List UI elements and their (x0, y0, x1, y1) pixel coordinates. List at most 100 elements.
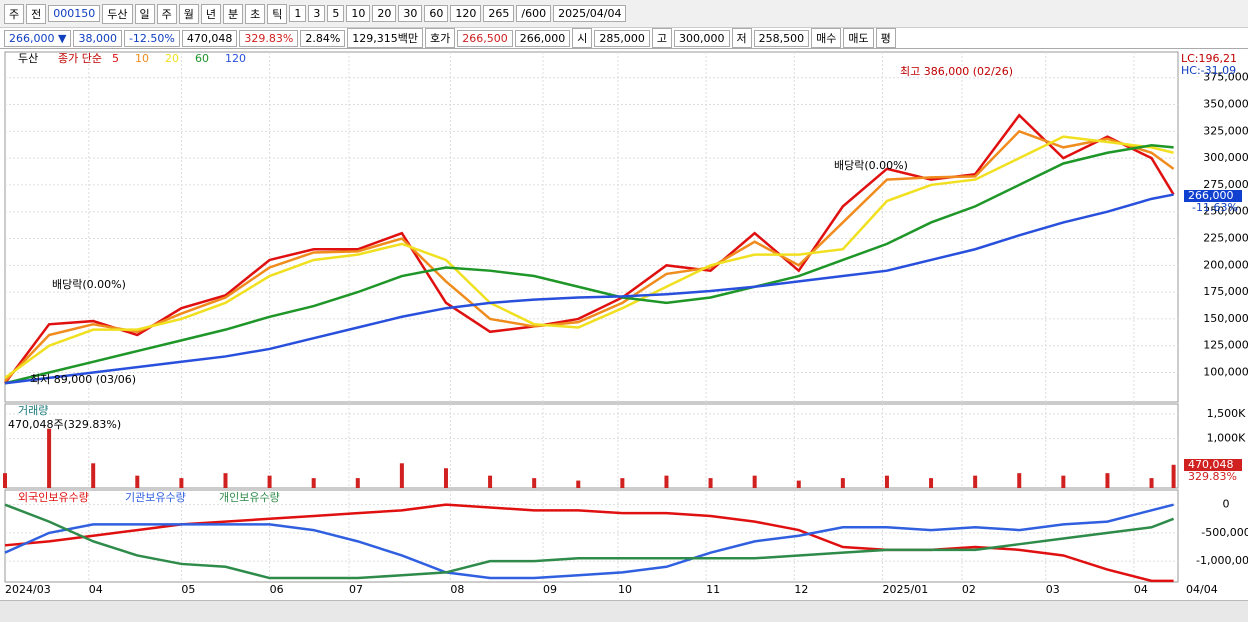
toolbar-item[interactable]: 1 (289, 5, 307, 22)
volume-bar (752, 475, 757, 488)
toolbar: 주 전 000150 두산 일 주 월 년 분 초 틱 1 3 5 10 20 30 60 120 265/600 20… (0, 0, 1248, 28)
toolbar-item[interactable]: 월 (178, 3, 199, 24)
annotation: -11.63% (1192, 201, 1238, 214)
legend-title: 종가 단순 (58, 52, 102, 65)
x-tick-label: 04 (1134, 583, 1148, 596)
volume-bar (1171, 464, 1176, 488)
infobar-item[interactable]: 고 (651, 28, 673, 48)
x-tick-label: 2025/01 (883, 583, 929, 596)
annotation: 배당락(0.00%) (834, 159, 908, 172)
pane-frame (4, 489, 1179, 583)
toolbar-item[interactable]: 30 (398, 5, 423, 22)
toolbar-item[interactable]: 2025/04/04 (553, 5, 627, 22)
toolbar-item[interactable]: 전 (26, 3, 47, 24)
toolbar-item[interactable]: 265 (483, 5, 515, 22)
volume-bar (47, 428, 52, 488)
volume-bar (179, 478, 184, 488)
infobar-item[interactable]: 266,000 ▼ (4, 29, 72, 47)
infobar-item[interactable]: 266,500 (457, 29, 513, 47)
x-tick-label: 06 (270, 583, 284, 596)
volume-bar (399, 463, 404, 488)
toolbar-item[interactable]: 120 (450, 5, 482, 22)
last-volume-box (1184, 459, 1242, 471)
annotation: 329.83% (1188, 470, 1237, 483)
infobar-item[interactable]: 호가 (425, 28, 456, 48)
pane-frame (4, 403, 1179, 489)
volume-bar (620, 478, 625, 488)
infobar-item[interactable]: 266,000 (514, 29, 571, 47)
infobar-item[interactable]: 매도 (843, 28, 874, 48)
series-line (4, 129, 1175, 382)
info-bar: 266,000 ▼ 38,000 -12.50% 470,048 329.83% 2.84… (0, 28, 1248, 49)
toolbar-item[interactable]: 10 (346, 5, 371, 22)
infobar-item[interactable]: 38,000 (73, 29, 122, 47)
volume-bar (840, 478, 845, 488)
y-tick-label: 225,000 (1203, 232, 1248, 245)
y-tick-label: 375,000 (1203, 71, 1248, 84)
infobar-item[interactable]: 2.84% (300, 29, 346, 47)
volume-bar (311, 478, 316, 488)
series-line (4, 503, 1174, 580)
infobar-item[interactable]: 평 (875, 28, 896, 48)
x-tick-label: 12 (794, 583, 808, 596)
toolbar-item[interactable]: 두산 (102, 3, 133, 24)
y-tick-label: 300,000 (1203, 151, 1248, 164)
annotation: LC:196,21 (1181, 52, 1237, 65)
series-line (4, 193, 1174, 385)
infobar-item[interactable]: 129,315백만 (347, 28, 424, 48)
y-tick-label: 350,000 (1203, 98, 1248, 111)
toolbar-item[interactable]: 60 (424, 5, 449, 22)
volume-bar (973, 475, 978, 488)
volume-bar (223, 473, 228, 488)
y-tick-label: 275,000 (1203, 178, 1248, 191)
series-line (3, 113, 1175, 384)
y-tick-label: 325,000 (1203, 124, 1248, 137)
toolbar-item[interactable]: 주 (156, 3, 177, 24)
infobar-item[interactable]: 시 (572, 28, 593, 48)
toolbar-item[interactable]: 3 (308, 5, 326, 22)
toolbar-item[interactable]: /600 (516, 5, 552, 22)
x-tick-label: 2024/03 (5, 583, 51, 596)
volume-bar (576, 480, 581, 488)
scrollbar[interactable] (0, 600, 1248, 622)
y-tick-label: 0 (1223, 498, 1230, 511)
toolbar-item[interactable]: 틱 (267, 3, 288, 24)
legend-item: 120 (225, 52, 246, 65)
pane-frame (4, 51, 1179, 403)
x-tick-label: 02 (962, 583, 976, 596)
toolbar-item[interactable]: 분 (223, 3, 244, 24)
x-tick-label: 08 (450, 583, 464, 596)
volume-bar (135, 475, 140, 488)
infobar-item[interactable]: 285,000 (594, 29, 650, 47)
toolbar-item[interactable]: 5 (327, 5, 345, 22)
volume-bar (532, 478, 537, 488)
infobar-item[interactable]: 저 (731, 28, 752, 48)
y-tick-label: 175,000 (1203, 285, 1248, 298)
infobar-item[interactable]: 470,048 (181, 29, 238, 47)
y-tick-label: 150,000 (1203, 312, 1248, 325)
infobar-item[interactable]: 258,500 (753, 29, 810, 47)
toolbar-item[interactable]: 20 (372, 5, 397, 22)
toolbar-item[interactable]: 주 (4, 3, 25, 24)
volume-bar (796, 480, 801, 488)
legend-item: 기관보유수량 (125, 491, 186, 504)
series-line (4, 503, 1175, 580)
infobar-item[interactable]: 329.83% (239, 29, 299, 47)
legend-item: 개인보유수량 (219, 491, 280, 504)
infobar-item[interactable]: 매수 (811, 28, 842, 48)
y-tick-label: -500,000 (1201, 526, 1248, 539)
pane-title: 두산 (18, 52, 38, 65)
toolbar-item[interactable]: 일 (134, 3, 155, 24)
chart-area: 100,000 125,000 150,000 175,000 200,000 225,0… (3, 51, 1248, 596)
toolbar-item[interactable]: 000150 (48, 5, 101, 22)
legend-item: 20 (165, 52, 179, 65)
toolbar-item[interactable]: 초 (245, 3, 266, 24)
annotation: 266,000 (1188, 189, 1234, 202)
infobar-item[interactable]: -12.50% (123, 29, 180, 47)
infobar-item[interactable]: 300,000 (674, 29, 730, 47)
volume-bar (443, 468, 448, 488)
y-tick-label: 1,500K (1207, 407, 1246, 420)
toolbar-item[interactable]: 년 (200, 3, 221, 24)
volume-bar (929, 478, 934, 488)
volume-bar (1061, 475, 1066, 488)
